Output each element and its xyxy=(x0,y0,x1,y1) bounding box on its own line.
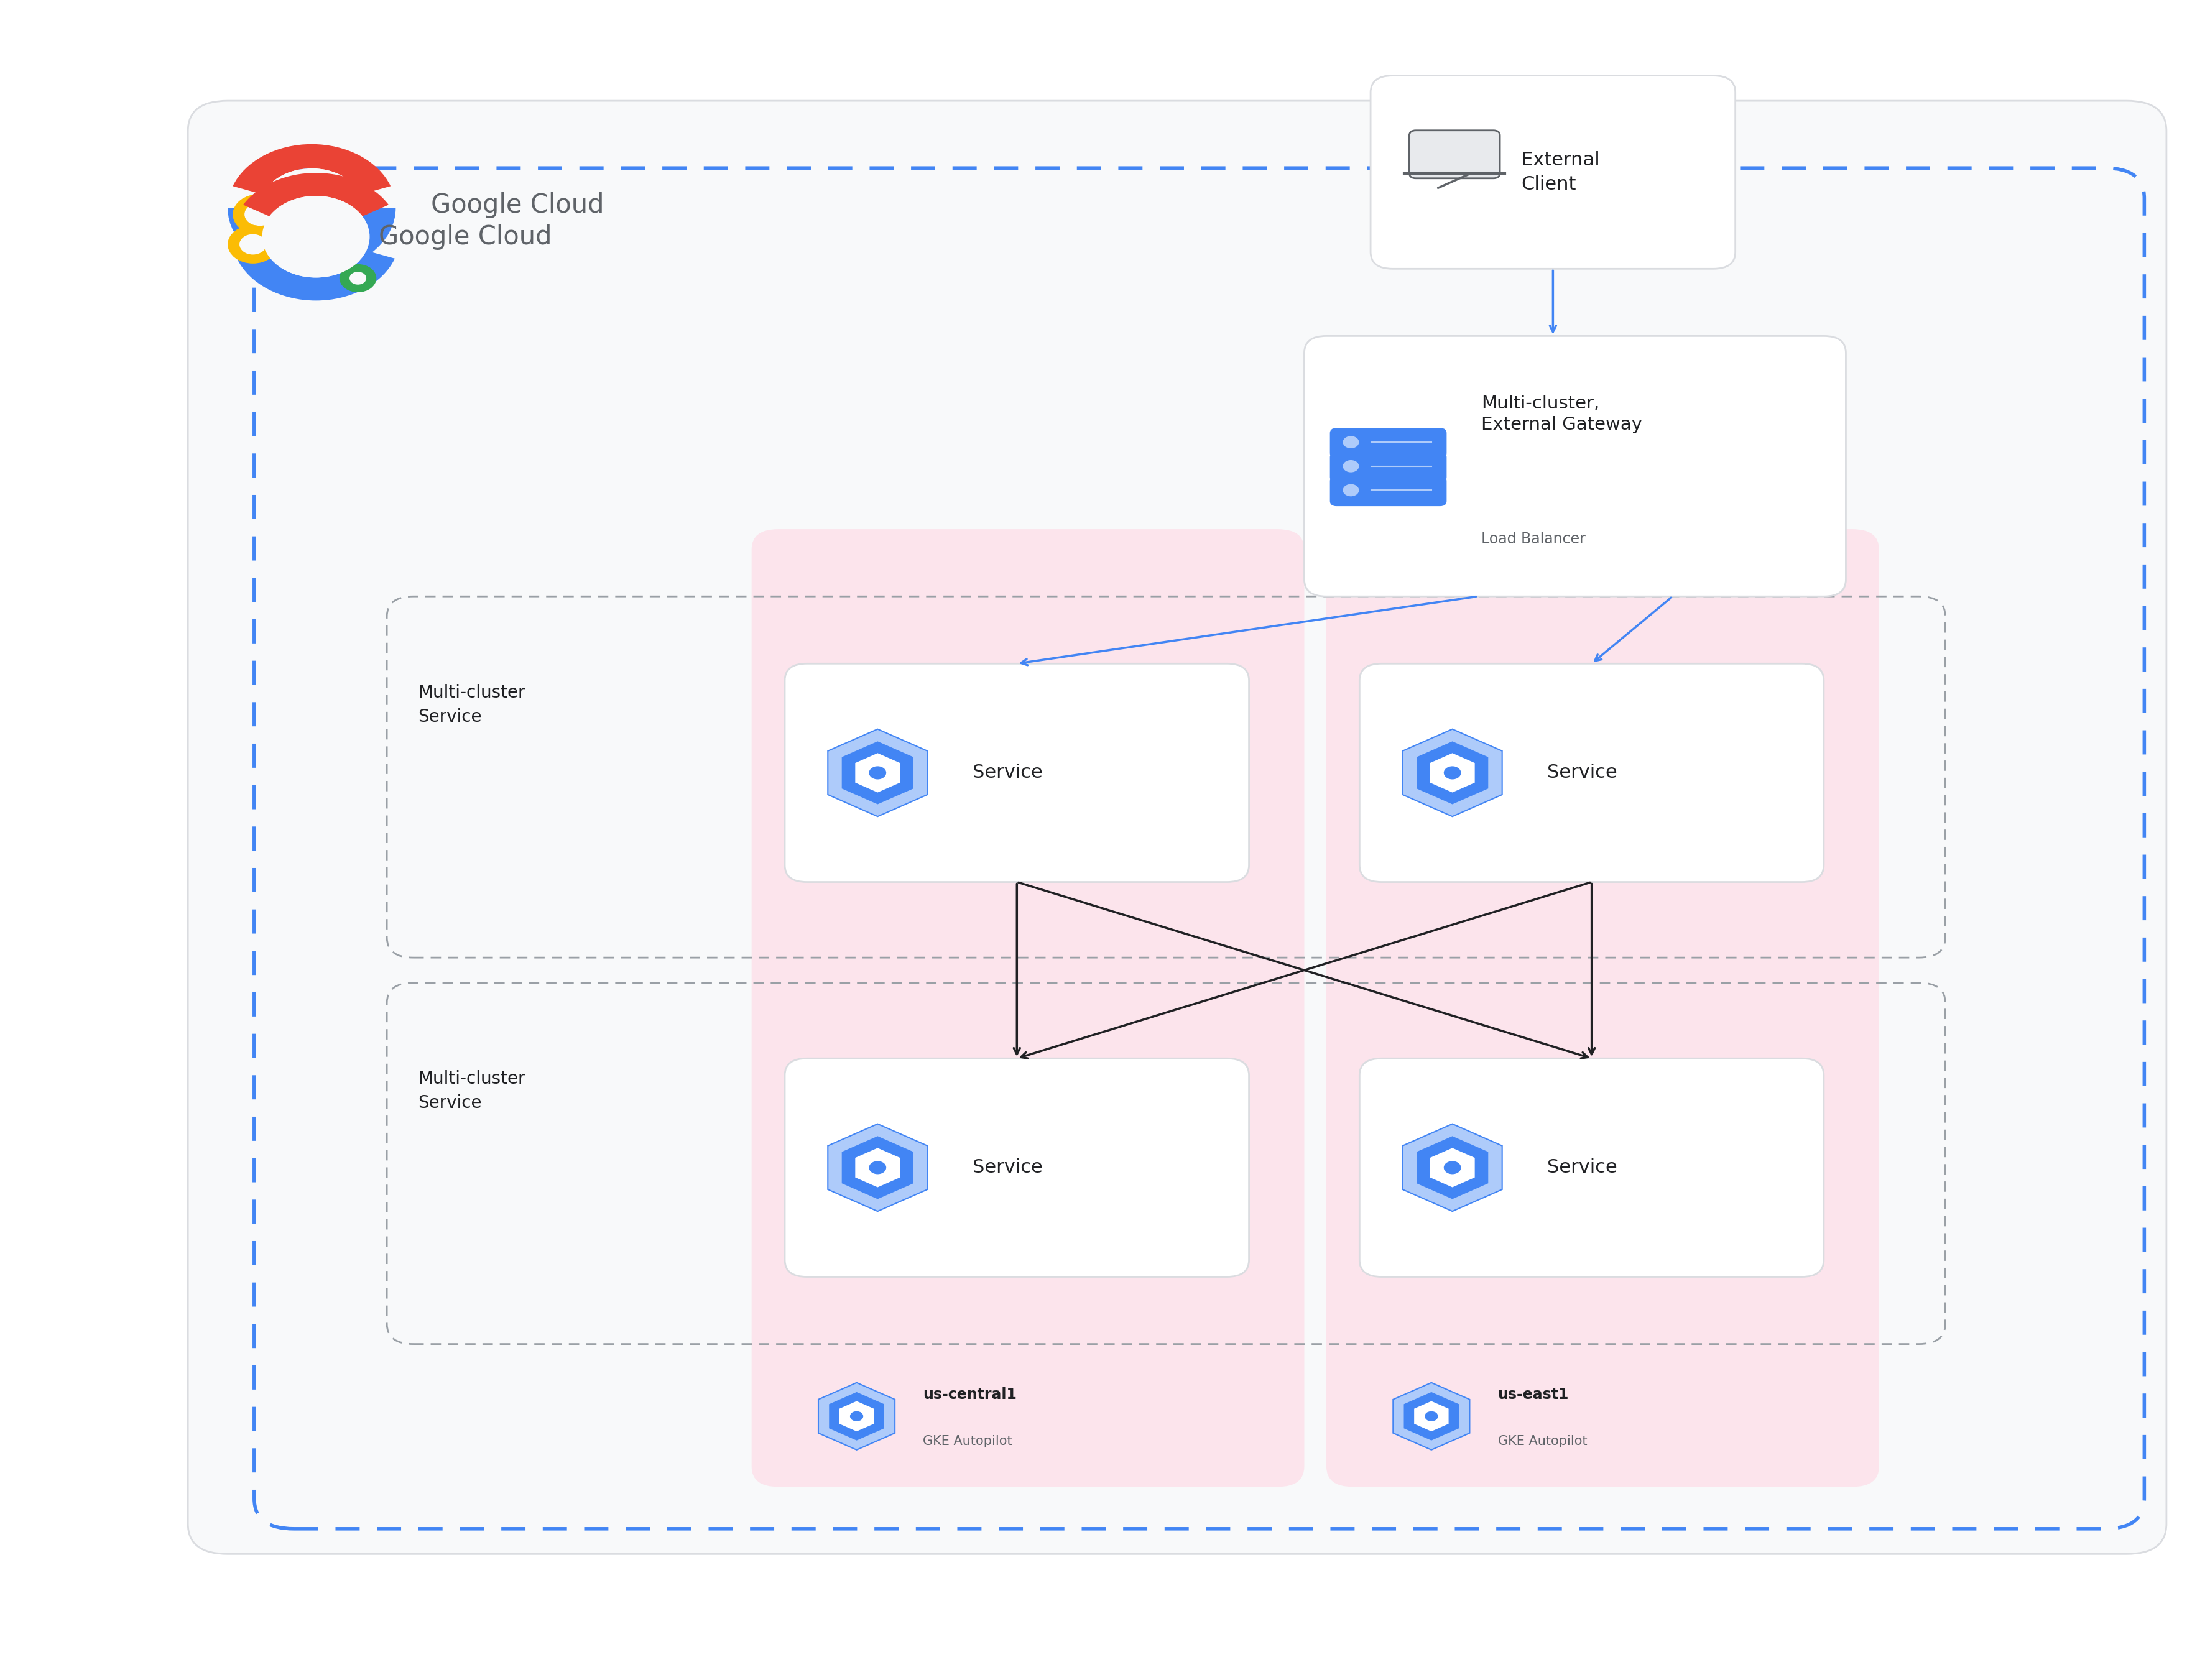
Text: GKE Autopilot: GKE Autopilot xyxy=(924,1435,1012,1448)
Circle shape xyxy=(232,193,287,235)
Text: Service: Service xyxy=(972,764,1043,781)
Polygon shape xyxy=(855,753,899,793)
Text: Service: Service xyxy=(972,1159,1043,1176)
Circle shape xyxy=(263,197,369,277)
Polygon shape xyxy=(855,1147,899,1188)
Polygon shape xyxy=(827,1124,928,1211)
FancyBboxPatch shape xyxy=(1304,336,1845,596)
Text: Google Cloud: Google Cloud xyxy=(431,192,603,218)
FancyBboxPatch shape xyxy=(1330,475,1445,506)
Circle shape xyxy=(1341,460,1359,472)
Text: VPC: VPC xyxy=(287,227,354,255)
Text: Google Cloud: Google Cloud xyxy=(378,223,552,250)
Text: GKE Autopilot: GKE Autopilot xyxy=(1498,1435,1587,1448)
Circle shape xyxy=(1341,437,1359,449)
Polygon shape xyxy=(1417,741,1487,805)
Text: Load Balancer: Load Balancer xyxy=(1481,531,1585,546)
Circle shape xyxy=(1341,484,1359,496)
Polygon shape xyxy=(1430,1147,1474,1188)
Polygon shape xyxy=(1403,1393,1459,1440)
FancyBboxPatch shape xyxy=(791,1359,1264,1473)
FancyBboxPatch shape xyxy=(751,529,1304,1487)
Circle shape xyxy=(349,272,367,284)
FancyBboxPatch shape xyxy=(1330,428,1445,459)
FancyBboxPatch shape xyxy=(1359,1058,1823,1277)
FancyBboxPatch shape xyxy=(1359,664,1823,882)
Circle shape xyxy=(228,225,278,264)
Polygon shape xyxy=(1417,1136,1487,1200)
Polygon shape xyxy=(827,729,928,816)
Circle shape xyxy=(239,234,265,255)
Circle shape xyxy=(340,264,376,292)
Circle shape xyxy=(323,228,360,257)
Text: Service: Service xyxy=(1547,764,1618,781)
Polygon shape xyxy=(840,1401,873,1431)
Text: us-central1: us-central1 xyxy=(924,1388,1017,1401)
FancyBboxPatch shape xyxy=(188,101,2166,1554)
FancyBboxPatch shape xyxy=(785,664,1249,882)
Wedge shape xyxy=(236,250,396,301)
Polygon shape xyxy=(1401,729,1503,816)
Circle shape xyxy=(259,168,365,247)
Polygon shape xyxy=(842,1136,913,1200)
Wedge shape xyxy=(232,144,391,195)
Text: External
Client: External Client xyxy=(1520,151,1600,193)
Text: Multi-cluster,
External Gateway: Multi-cluster, External Gateway xyxy=(1481,395,1642,433)
Text: Multi-cluster
Service: Multi-cluster Service xyxy=(418,1070,526,1112)
Circle shape xyxy=(1443,1161,1461,1174)
Polygon shape xyxy=(829,1393,884,1440)
Text: us-east1: us-east1 xyxy=(1498,1388,1569,1401)
Circle shape xyxy=(869,1161,886,1174)
Polygon shape xyxy=(818,1383,895,1450)
Text: Service: Service xyxy=(1547,1159,1618,1176)
Wedge shape xyxy=(228,208,396,272)
FancyBboxPatch shape xyxy=(1366,1359,1839,1473)
Polygon shape xyxy=(842,741,913,805)
FancyBboxPatch shape xyxy=(1370,76,1735,269)
Circle shape xyxy=(1425,1411,1439,1421)
Wedge shape xyxy=(243,173,389,217)
Polygon shape xyxy=(1401,1124,1503,1211)
FancyBboxPatch shape xyxy=(1326,529,1878,1487)
FancyBboxPatch shape xyxy=(1330,452,1445,482)
FancyBboxPatch shape xyxy=(785,1058,1249,1277)
Polygon shape xyxy=(1430,753,1474,793)
Circle shape xyxy=(851,1411,864,1421)
Circle shape xyxy=(869,766,886,780)
Polygon shape xyxy=(1392,1383,1470,1450)
Circle shape xyxy=(1443,766,1461,780)
Circle shape xyxy=(245,203,274,225)
Text: Multi-cluster
Service: Multi-cluster Service xyxy=(418,684,526,726)
Polygon shape xyxy=(1414,1401,1448,1431)
FancyBboxPatch shape xyxy=(1410,131,1501,178)
